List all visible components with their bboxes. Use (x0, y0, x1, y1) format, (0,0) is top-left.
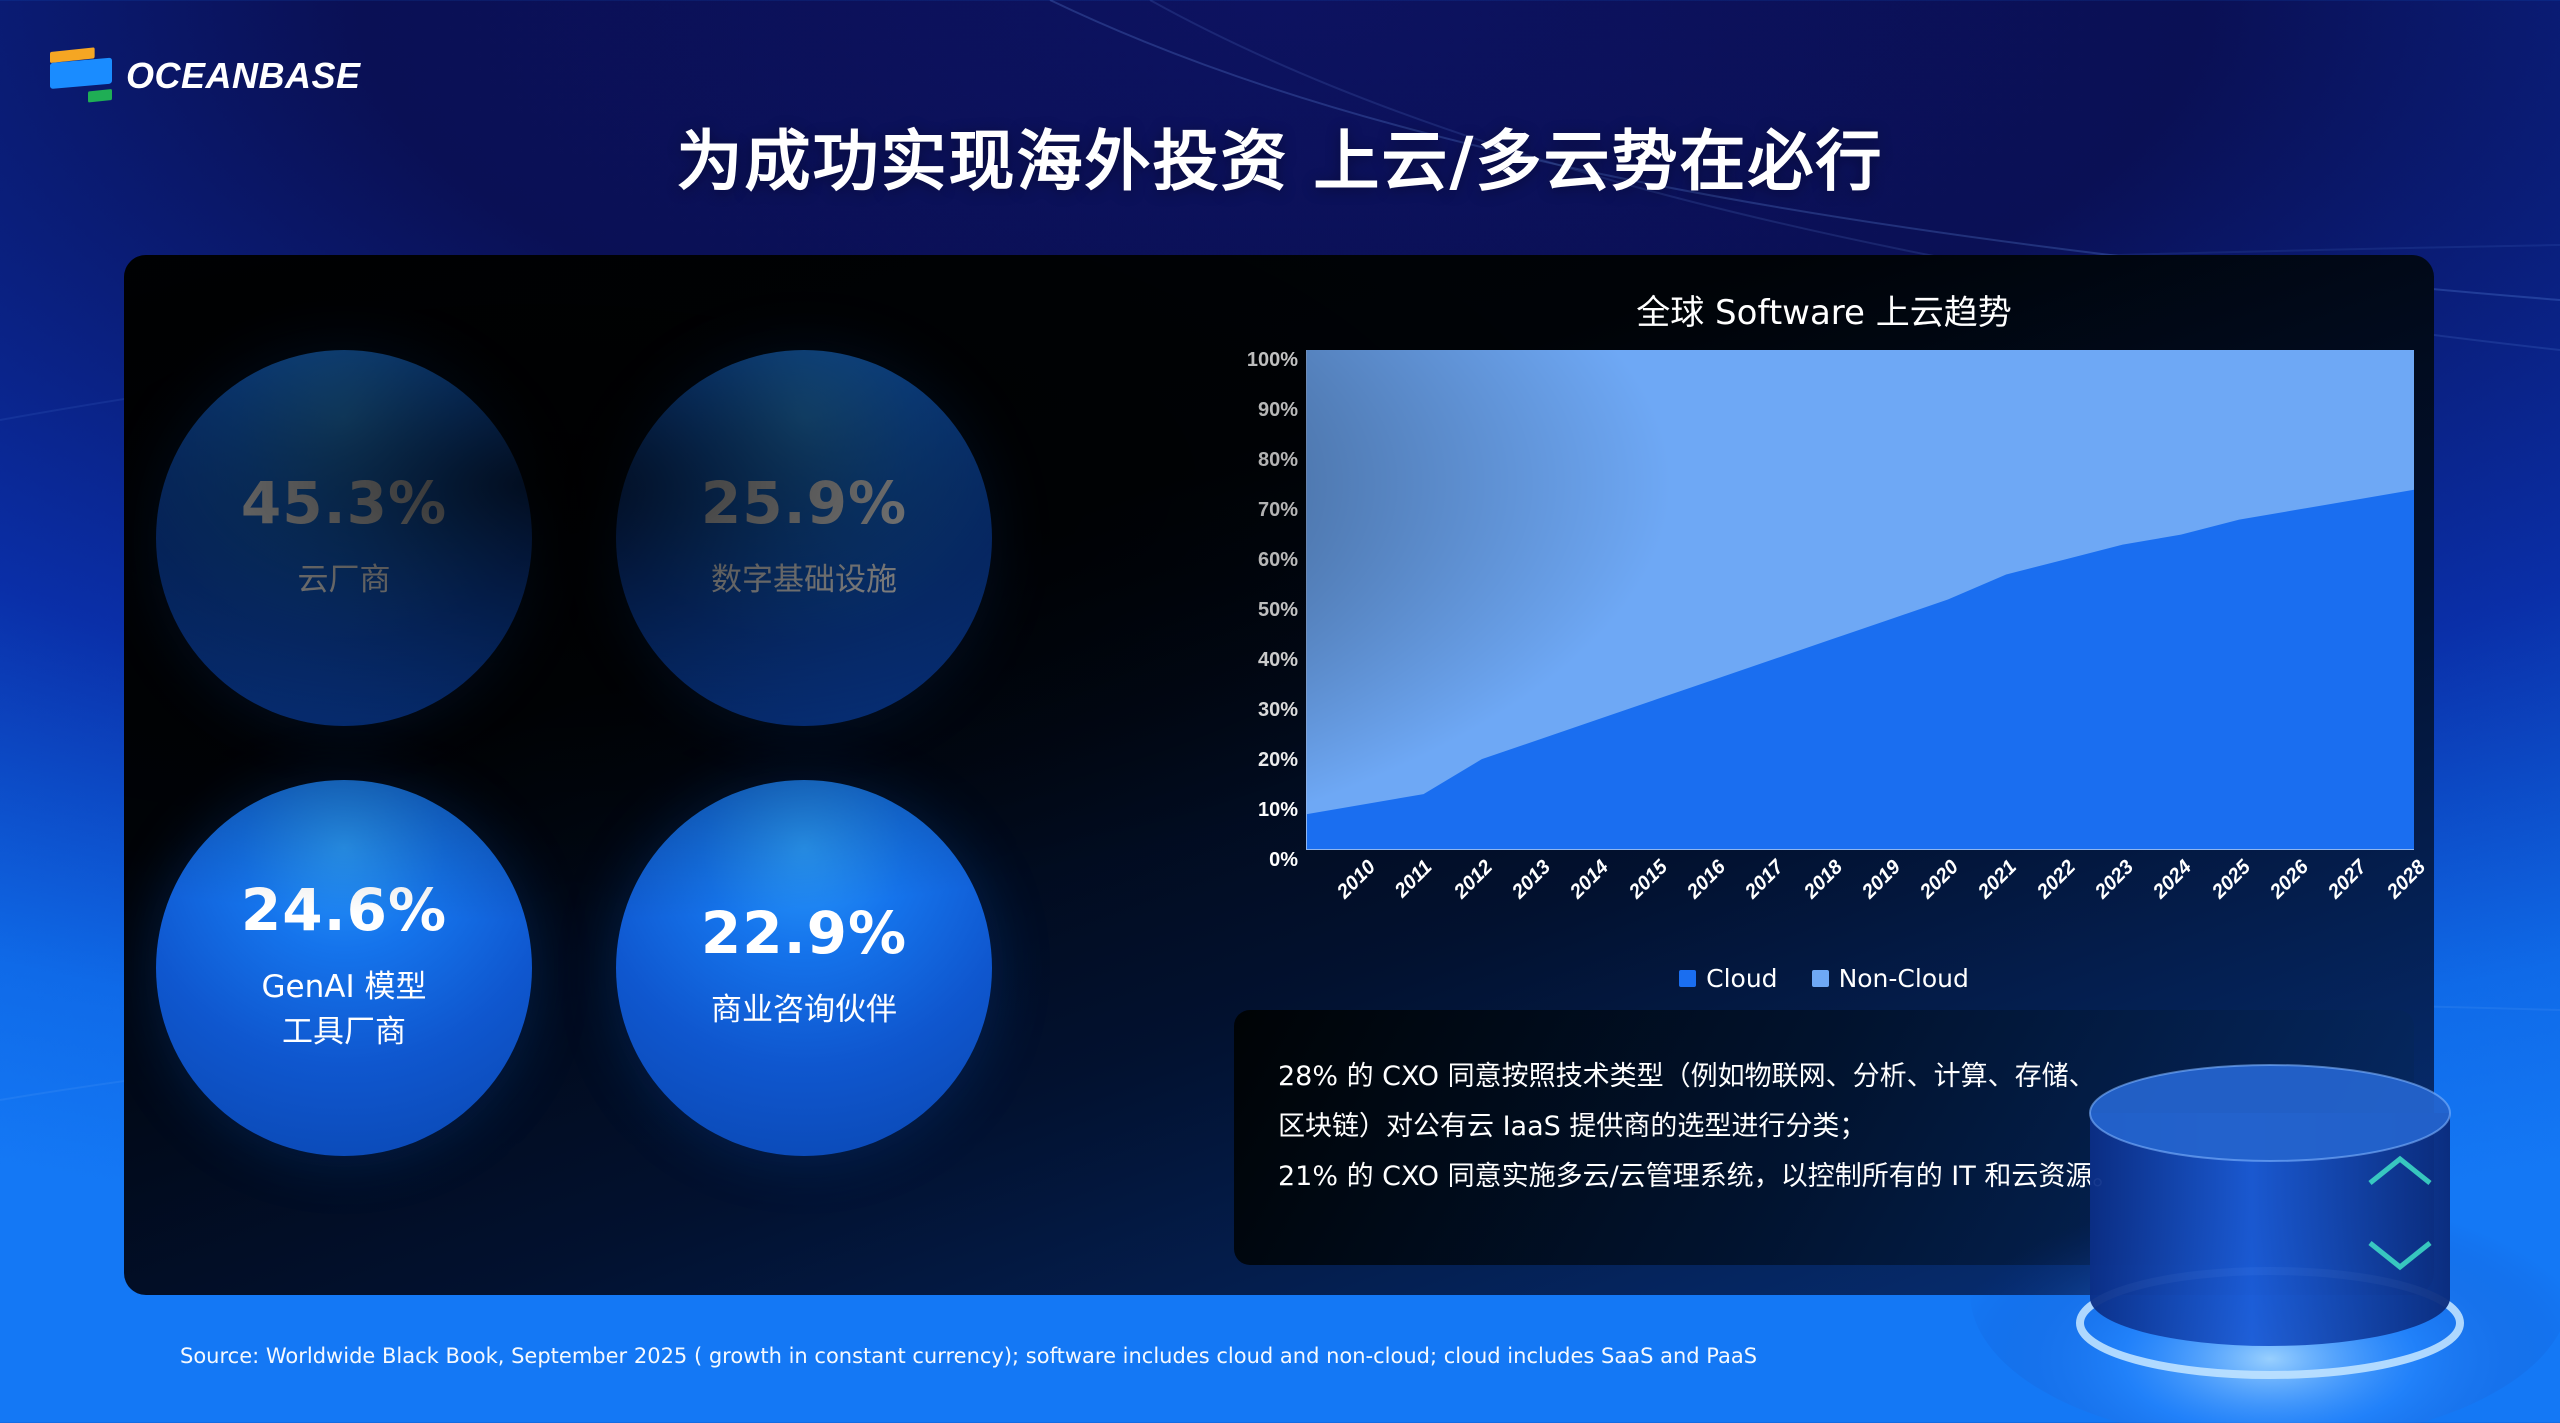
x-tick-label: 2017 (1741, 856, 1789, 904)
x-tick-label: 2010 (1333, 856, 1381, 904)
stat-label: 云厂商 (297, 561, 391, 598)
legend-label: Non-Cloud (1838, 964, 1969, 993)
insight-callout: 28% 的 CXO 同意按照技术类型（例如物联网、分析、计算、存储、 区块链）对… (1234, 1010, 2414, 1265)
logo-wordmark: OCEANBASE (126, 55, 361, 96)
x-tick-label: 2018 (1799, 856, 1847, 904)
stat-label: 数字基础设施 (711, 561, 897, 598)
x-tick-label: 2020 (1916, 856, 1964, 904)
x-tick-label: 2016 (1682, 856, 1730, 904)
x-tick-label: 2023 (2091, 856, 2139, 904)
logo-stripe-green (88, 89, 112, 103)
legend-item[interactable]: Non-Cloud (1811, 964, 1969, 993)
stat-value: 25.9% (700, 468, 908, 537)
stat-bubble-digital-infrastructure: 25.9% 数字基础设施 (616, 350, 992, 726)
x-tick-label: 2019 (1857, 856, 1905, 904)
x-tick-label: 2025 (2207, 856, 2255, 904)
stat-label: 商业咨询伙伴 (711, 991, 897, 1028)
stat-value: 45.3% (240, 468, 448, 537)
source-footnote: Source: Worldwide Black Book, September … (180, 1344, 1758, 1368)
cloud-trend-chart: 全球 Software 上云趋势 100% 90% 80% 70% 60% 50% 40% 3… (1234, 285, 2430, 993)
legend-item[interactable]: Cloud (1679, 964, 1778, 993)
oceanbase-logo-icon (50, 47, 112, 103)
x-tick-label: 2011 (1390, 856, 1437, 902)
x-tick-label: 2028 (2382, 856, 2430, 904)
callout-line-3: 21% 的 CXO 同意实施多云/云管理系统，以控制所有的 IT 和云资源。 (1278, 1160, 2120, 1192)
x-tick-label: 2014 (1566, 856, 1614, 904)
stat-value: 24.6% (240, 876, 448, 945)
stat-label-line1: GenAI 模型 (261, 969, 427, 1006)
brand-logo: OCEANBASE (50, 47, 361, 103)
stat-label: GenAI 模型 工具厂商 (262, 965, 427, 1055)
stats-cluster: 45.3% 云厂商 25.9% 数字基础设施 24.6% GenAI 模型 工具… (124, 255, 1224, 1295)
stat-bubble-consulting-partner: 22.9% 商业咨询伙伴 (616, 780, 992, 1156)
chart-legend: Cloud Non-Cloud (1234, 964, 2414, 993)
legend-swatch-icon (1679, 970, 1697, 987)
chart-title: 全球 Software 上云趋势 (1636, 293, 2012, 333)
x-tick-label: 2022 (2032, 856, 2080, 904)
x-tick-label: 2013 (1507, 856, 1555, 904)
x-tick-label: 2027 (2324, 856, 2372, 904)
chart-plot-area (1306, 350, 2414, 850)
x-tick-label: 2024 (2149, 856, 2197, 904)
x-tick-label: 2012 (1449, 856, 1497, 904)
x-tick-label: 2015 (1624, 856, 1672, 904)
stat-value: 22.9% (700, 898, 908, 967)
legend-label: Cloud (1706, 964, 1778, 993)
chart-y-axis: 100% 90% 80% 70% 60% 50% 40% 30% 20% 10% 0% (1246, 349, 1298, 871)
callout-line-2: 区块链）对公有云 IaaS 提供商的选型进行分类； (1278, 1110, 1867, 1142)
chart-svg (1307, 350, 2414, 849)
stat-label-line2: 工具厂商 (281, 1014, 406, 1050)
page-title: 为成功实现海外投资 上云/多云势在必行 (676, 123, 1884, 200)
callout-line-1: 28% 的 CXO 同意按照技术类型（例如物联网、分析、计算、存储、 (1278, 1061, 2096, 1092)
stat-bubble-genai-tooling: 24.6% GenAI 模型 工具厂商 (156, 780, 532, 1156)
content-panel: 45.3% 云厂商 25.9% 数字基础设施 24.6% GenAI 模型 工具… (124, 255, 2434, 1295)
chart-x-axis: 2010 2011 2012 2013 2014 2015 2016 2017 2018 2019… (1306, 850, 2430, 960)
x-tick-label: 2026 (2266, 856, 2314, 904)
area-cloud (1307, 489, 2414, 849)
logo-stripe-blue (50, 57, 112, 89)
stat-bubble-cloud-vendor: 45.3% 云厂商 (156, 350, 532, 726)
x-tick-label: 2021 (1974, 856, 2022, 904)
legend-swatch-icon (1811, 970, 1829, 987)
